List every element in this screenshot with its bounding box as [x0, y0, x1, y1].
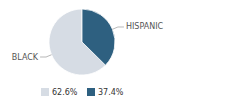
legend-label: 37.4% — [98, 88, 124, 97]
legend-swatch — [41, 88, 49, 96]
legend-swatch — [87, 88, 95, 96]
slice-label: HISPANIC — [126, 22, 164, 31]
pie — [49, 9, 115, 75]
legend-label: 62.6% — [52, 88, 78, 97]
legend: 62.6% 37.4% — [41, 88, 124, 97]
pie-slice — [82, 9, 115, 65]
slice-label: BLACK — [12, 53, 39, 62]
leader-line — [40, 55, 51, 57]
chart: BLACK HISPANIC 62.6% 37.4% — [0, 0, 240, 100]
leader-line — [112, 27, 123, 29]
